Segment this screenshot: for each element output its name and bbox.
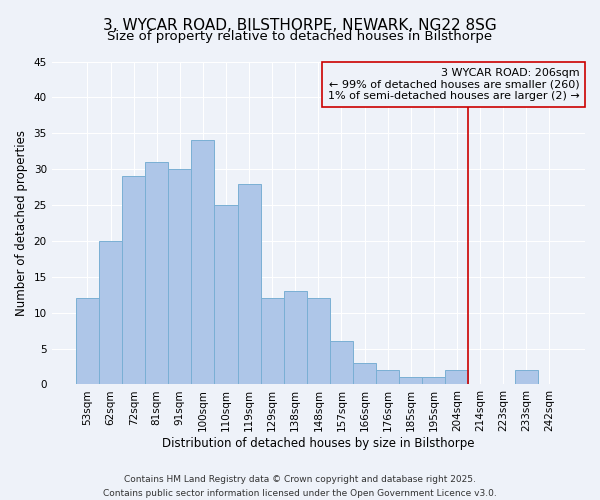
Bar <box>399 378 422 384</box>
Bar <box>214 205 238 384</box>
Text: 3 WYCAR ROAD: 206sqm
← 99% of detached houses are smaller (260)
1% of semi-detac: 3 WYCAR ROAD: 206sqm ← 99% of detached h… <box>328 68 580 101</box>
Text: Contains HM Land Registry data © Crown copyright and database right 2025.
Contai: Contains HM Land Registry data © Crown c… <box>103 476 497 498</box>
Bar <box>76 298 99 384</box>
Bar <box>145 162 168 384</box>
Bar <box>445 370 469 384</box>
Bar <box>99 241 122 384</box>
Y-axis label: Number of detached properties: Number of detached properties <box>15 130 28 316</box>
Bar <box>353 363 376 384</box>
Text: Size of property relative to detached houses in Bilsthorpe: Size of property relative to detached ho… <box>107 30 493 43</box>
Bar <box>168 169 191 384</box>
Bar <box>376 370 399 384</box>
Text: 3, WYCAR ROAD, BILSTHORPE, NEWARK, NG22 8SG: 3, WYCAR ROAD, BILSTHORPE, NEWARK, NG22 … <box>103 18 497 32</box>
Bar <box>284 291 307 384</box>
Bar <box>515 370 538 384</box>
Bar <box>307 298 330 384</box>
Bar <box>330 342 353 384</box>
Bar <box>122 176 145 384</box>
Bar <box>238 184 260 384</box>
Bar <box>422 378 445 384</box>
Bar <box>260 298 284 384</box>
X-axis label: Distribution of detached houses by size in Bilsthorpe: Distribution of detached houses by size … <box>162 437 475 450</box>
Bar <box>191 140 214 384</box>
